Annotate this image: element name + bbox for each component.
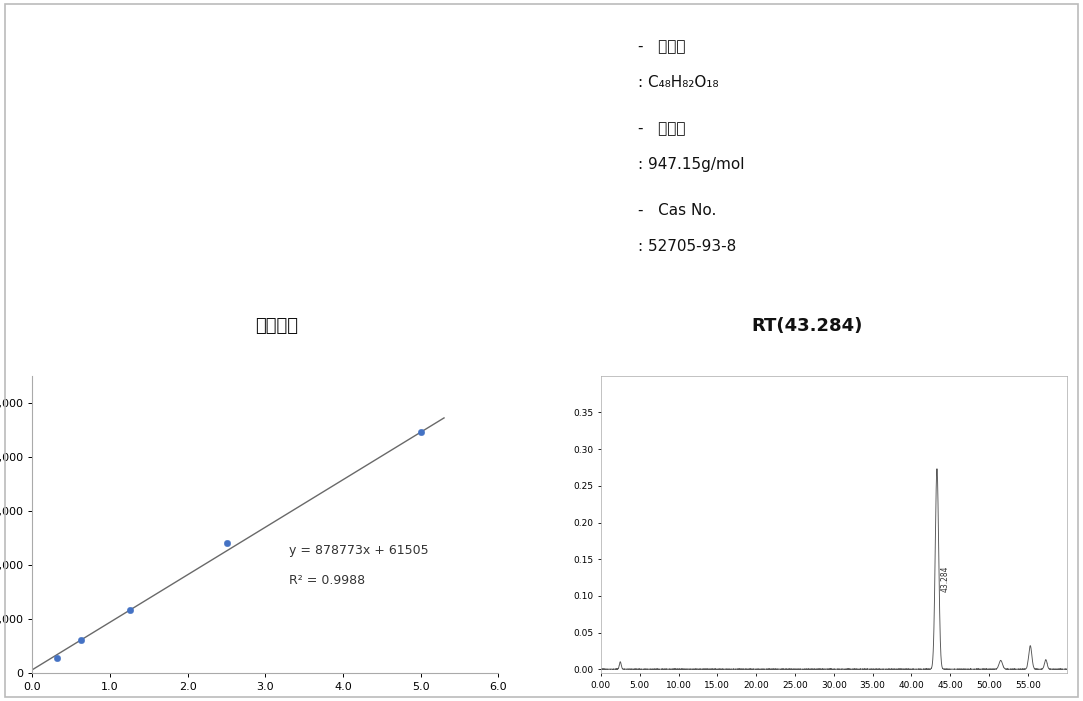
Text: 표준공선: 표준공선 — [255, 317, 298, 335]
Point — [48, 653, 65, 664]
Text: : 52705-93-8: : 52705-93-8 — [638, 239, 736, 254]
Point — [412, 427, 429, 438]
Point — [218, 537, 235, 548]
Text: : C₄₈H₈₂O₁₈: : C₄₈H₈₂O₁₈ — [638, 76, 719, 90]
Text: RT(43.284): RT(43.284) — [752, 317, 862, 335]
Point — [73, 634, 90, 646]
Text: R² = 0.9988: R² = 0.9988 — [289, 574, 365, 587]
Text: -   분자량: - 분자량 — [638, 121, 686, 136]
Text: -   Cas No.: - Cas No. — [638, 203, 717, 218]
Text: 43.284: 43.284 — [941, 566, 950, 592]
Point — [121, 605, 139, 616]
Text: y = 878773x + 61505: y = 878773x + 61505 — [289, 544, 429, 557]
Text: -   분자식: - 분자식 — [638, 39, 686, 55]
Text: : 947.15g/mol: : 947.15g/mol — [638, 157, 745, 172]
